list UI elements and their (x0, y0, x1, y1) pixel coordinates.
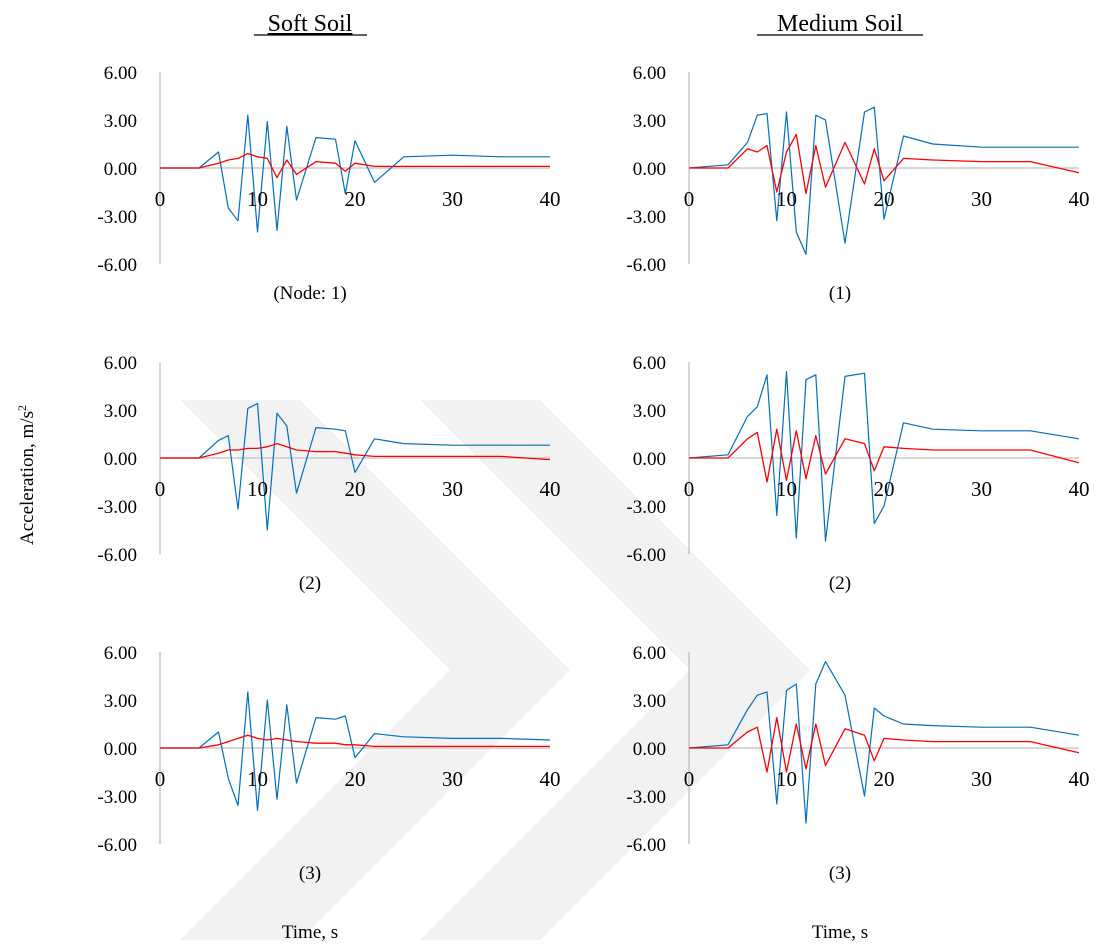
y-tick-label: -6.00 (97, 545, 137, 566)
y-tick-label: 6.00 (633, 643, 666, 664)
x-tick-label: 0 (684, 477, 695, 501)
panel-caption: (2) (829, 573, 851, 594)
y-tick-label: 6.00 (633, 353, 666, 374)
y-tick-label: -6.00 (626, 835, 666, 856)
x-tick-label: 30 (971, 187, 992, 211)
watermark-chevron-left (180, 400, 570, 940)
chart-panel: 6.00 3.00 0.00 -3.00 -6.00 0 10 20 30 40 (1) (626, 63, 1089, 304)
y-tick-label: 0.00 (104, 159, 137, 180)
x-tick-label: 30 (971, 477, 992, 501)
x-tick-label: 30 (442, 187, 463, 211)
y-tick-label: -3.00 (626, 787, 666, 808)
series-line-red (689, 133, 1080, 195)
series-line-blue (688, 106, 1079, 255)
y-tick-label: 0.00 (633, 739, 666, 760)
y-tick-label: -3.00 (97, 787, 137, 808)
y-tick-label: 0.00 (633, 449, 666, 470)
x-tick-label: 10 (247, 767, 268, 791)
y-tick-label: 6.00 (104, 63, 137, 84)
y-tick-label: 6.00 (633, 63, 666, 84)
x-tick-label: 20 (345, 187, 366, 211)
panel-caption: (2) (299, 573, 321, 594)
x-tick-label: 10 (776, 187, 797, 211)
x-tick-label: 0 (155, 767, 166, 791)
series-line-blue (160, 403, 550, 531)
series-line-red (160, 734, 550, 749)
panel-caption: (1) (829, 283, 851, 304)
panel-caption: (3) (829, 863, 851, 884)
x-axis-label-soft-soil: Time, s (282, 922, 338, 943)
series-line-red (689, 716, 1080, 773)
panel-caption: (Node: 1) (273, 283, 346, 304)
y-axis-label-superscript: 2 (15, 405, 29, 411)
y-tick-label: -6.00 (626, 255, 666, 276)
x-tick-label: 20 (874, 767, 895, 791)
y-tick-label: 0.00 (104, 739, 137, 760)
y-tick-label: 3.00 (633, 111, 666, 132)
y-tick-label: 3.00 (633, 691, 666, 712)
x-tick-label: 40 (1069, 477, 1090, 501)
y-tick-label: 0.00 (104, 449, 137, 470)
y-tick-label: 3.00 (633, 401, 666, 422)
watermark-chevron-right (420, 400, 810, 940)
x-tick-label: 40 (540, 187, 561, 211)
series-line-red (160, 152, 550, 179)
y-tick-label: 3.00 (104, 111, 137, 132)
watermark-chevrons (180, 400, 810, 940)
y-tick-label: -6.00 (97, 835, 137, 856)
x-tick-label: 30 (442, 767, 463, 791)
chart-panel: 6.00 3.00 0.00 -3.00 -6.00 0 10 20 30 40 (3) (626, 643, 1089, 884)
chart-panel: 6.00 3.00 0.00 -3.00 -6.00 0 10 20 30 40 (Node: 1) (97, 63, 560, 304)
series-line-red (160, 442, 551, 461)
x-tick-label: 40 (540, 477, 561, 501)
x-tick-label: 20 (345, 767, 366, 791)
y-tick-label: -6.00 (97, 255, 137, 276)
y-tick-label: -6.00 (626, 545, 666, 566)
x-tick-label: 20 (874, 477, 895, 501)
x-tick-label: 0 (684, 767, 695, 791)
y-tick-label: 3.00 (104, 401, 137, 422)
x-tick-label: 0 (684, 187, 695, 211)
y-tick-label: -3.00 (97, 497, 137, 518)
x-tick-label: 30 (442, 477, 463, 501)
panel-caption: (3) (299, 863, 321, 884)
series-line-blue (160, 691, 551, 812)
x-tick-label: 10 (776, 767, 797, 791)
x-axis-label-medium-soil: Time, s (812, 922, 868, 943)
series-line-blue (688, 660, 1080, 824)
y-tick-label: -3.00 (626, 497, 666, 518)
series-line-red (689, 428, 1080, 483)
chart-panel: 6.00 3.00 0.00 -3.00 -6.00 0 10 20 30 40 (2) (626, 353, 1089, 594)
x-tick-label: 40 (1069, 767, 1090, 791)
x-tick-label: 10 (247, 187, 268, 211)
y-axis-label: Acceleration, m/s2 (15, 405, 38, 545)
y-tick-label: 3.00 (104, 691, 137, 712)
y-tick-label: 6.00 (104, 643, 137, 664)
x-tick-label: 40 (1069, 187, 1090, 211)
y-tick-label: 6.00 (104, 353, 137, 374)
y-axis-label-group: Acceleration, m/s2 (15, 405, 38, 545)
chart-panel: 6.00 3.00 0.00 -3.00 -6.00 0 10 20 30 40 (3) (97, 643, 560, 884)
x-tick-label: 30 (971, 767, 992, 791)
y-tick-label: -3.00 (626, 207, 666, 228)
column-heading-medium-soil: Medium Soil (777, 11, 903, 37)
x-tick-label: 40 (540, 767, 561, 791)
x-tick-label: 0 (155, 477, 166, 501)
x-tick-label: 10 (776, 477, 797, 501)
chart-panel: 6.00 3.00 0.00 -3.00 -6.00 0 10 20 30 40 (2) (97, 353, 560, 594)
series-line-blue (688, 371, 1080, 542)
x-tick-label: 20 (345, 477, 366, 501)
y-tick-label: 0.00 (633, 159, 666, 180)
series-line-blue (160, 114, 550, 233)
column-heading-soft-soil: Soft Soil (268, 11, 353, 37)
y-tick-label: -3.00 (97, 207, 137, 228)
x-tick-label: 20 (874, 187, 895, 211)
y-axis-label-text: Acceleration, m/s (17, 411, 38, 545)
panels: 6.00 3.00 0.00 -3.00 -6.00 0 10 20 30 40 (Node: 1)… (97, 63, 1089, 884)
x-tick-label: 10 (247, 477, 268, 501)
x-tick-label: 0 (155, 187, 166, 211)
